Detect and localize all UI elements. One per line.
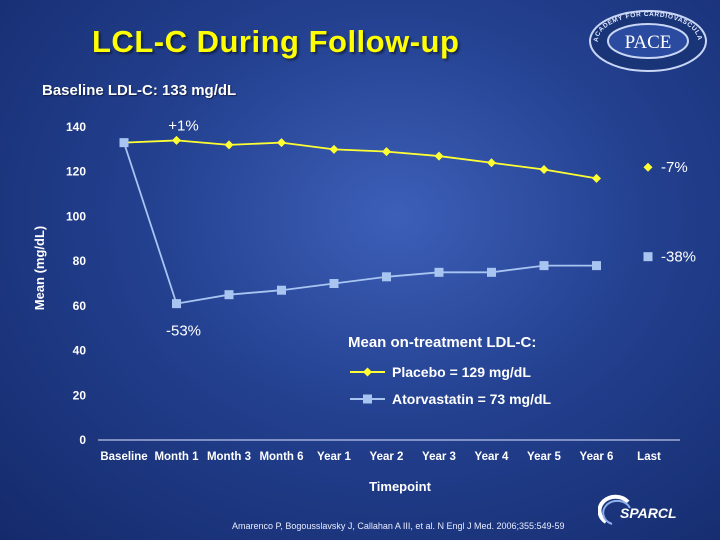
annotation-label: -53%	[166, 323, 201, 340]
atorvastatin-data-point	[277, 285, 286, 295]
placebo-end-label: -7%	[661, 159, 688, 176]
y-tick-label: 140	[66, 120, 86, 134]
placebo-data-point	[487, 158, 496, 168]
placebo-data-point	[434, 151, 444, 161]
placebo-data-point	[329, 144, 339, 154]
atorvastatin-data-point	[329, 279, 339, 288]
atorvastatin-data-point	[487, 267, 496, 277]
placebo-data-point	[172, 135, 181, 145]
sparcl-logo: SPARCL	[598, 494, 677, 525]
y-axis-title: Mean (mg/dL)	[32, 226, 47, 311]
x-tick-label: Month 3	[207, 451, 251, 463]
atorvastatin-data-point	[539, 261, 549, 271]
y-tick-label: 20	[73, 388, 87, 402]
x-tick-label: Year 2	[370, 451, 404, 463]
pace-wordmark: PACE	[625, 32, 672, 53]
x-tick-label: Year 5	[527, 451, 561, 463]
atorvastatin-data-point	[434, 267, 444, 277]
x-tick-label: Year 3	[422, 451, 456, 463]
x-tick-label: Year 1	[317, 451, 351, 463]
legend-marker	[363, 367, 372, 377]
placebo-data-point	[592, 173, 601, 183]
legend-entry: Atorvastatin = 73 mg/dL	[392, 391, 552, 407]
slide-title: LCL-C During Follow-up	[92, 24, 460, 59]
atorvastatin-data-point	[172, 299, 181, 309]
placebo-data-point	[382, 147, 391, 157]
legend-heading: Mean on-treatment LDL-C:	[348, 334, 536, 351]
x-tick-label: Year 4	[475, 451, 509, 463]
placebo-data-point	[539, 164, 549, 174]
citation: Amarenco P, Bogousslavsky J, Callahan A …	[232, 521, 565, 531]
atorvastatin-end-label: -38%	[661, 249, 696, 266]
legend-marker	[363, 394, 372, 404]
atorvastatin-last-point	[643, 252, 653, 262]
atorvastatin-series-line	[123, 142, 597, 305]
atorvastatin-data-point	[119, 138, 129, 148]
placebo-last-point	[643, 162, 653, 172]
atorvastatin-data-point	[224, 290, 234, 300]
y-tick-label: 40	[73, 344, 87, 358]
x-axis-title: Timepoint	[369, 479, 432, 494]
x-tick-label: Month 6	[259, 451, 303, 463]
x-tick-label: Month 1	[154, 451, 199, 463]
y-tick-label: 60	[73, 299, 87, 313]
sparcl-wordmark: SPARCL	[620, 505, 677, 521]
placebo-series-line	[123, 139, 597, 180]
placebo-data-point	[224, 140, 234, 150]
atorvastatin-data-point	[592, 261, 601, 271]
pace-logo: PHYSICIANS' ACADEMY FOR CARDIOVASCULAR E…	[586, 8, 707, 72]
y-tick-label: 0	[79, 433, 86, 447]
baseline-subtitle: Baseline LDL-C: 133 mg/dL	[42, 82, 237, 99]
atorvastatin-data-point	[382, 272, 391, 282]
y-tick-label: 120	[66, 165, 86, 179]
x-tick-label: Last	[637, 451, 661, 463]
placebo-data-point	[277, 138, 286, 148]
x-tick-label: Year 6	[580, 451, 614, 463]
y-tick-label: 100	[66, 209, 86, 223]
annotation-label: +1%	[168, 117, 198, 134]
legend-entry: Placebo = 129 mg/dL	[392, 364, 531, 380]
x-tick-label: Baseline	[100, 451, 147, 463]
y-tick-label: 80	[73, 254, 87, 268]
